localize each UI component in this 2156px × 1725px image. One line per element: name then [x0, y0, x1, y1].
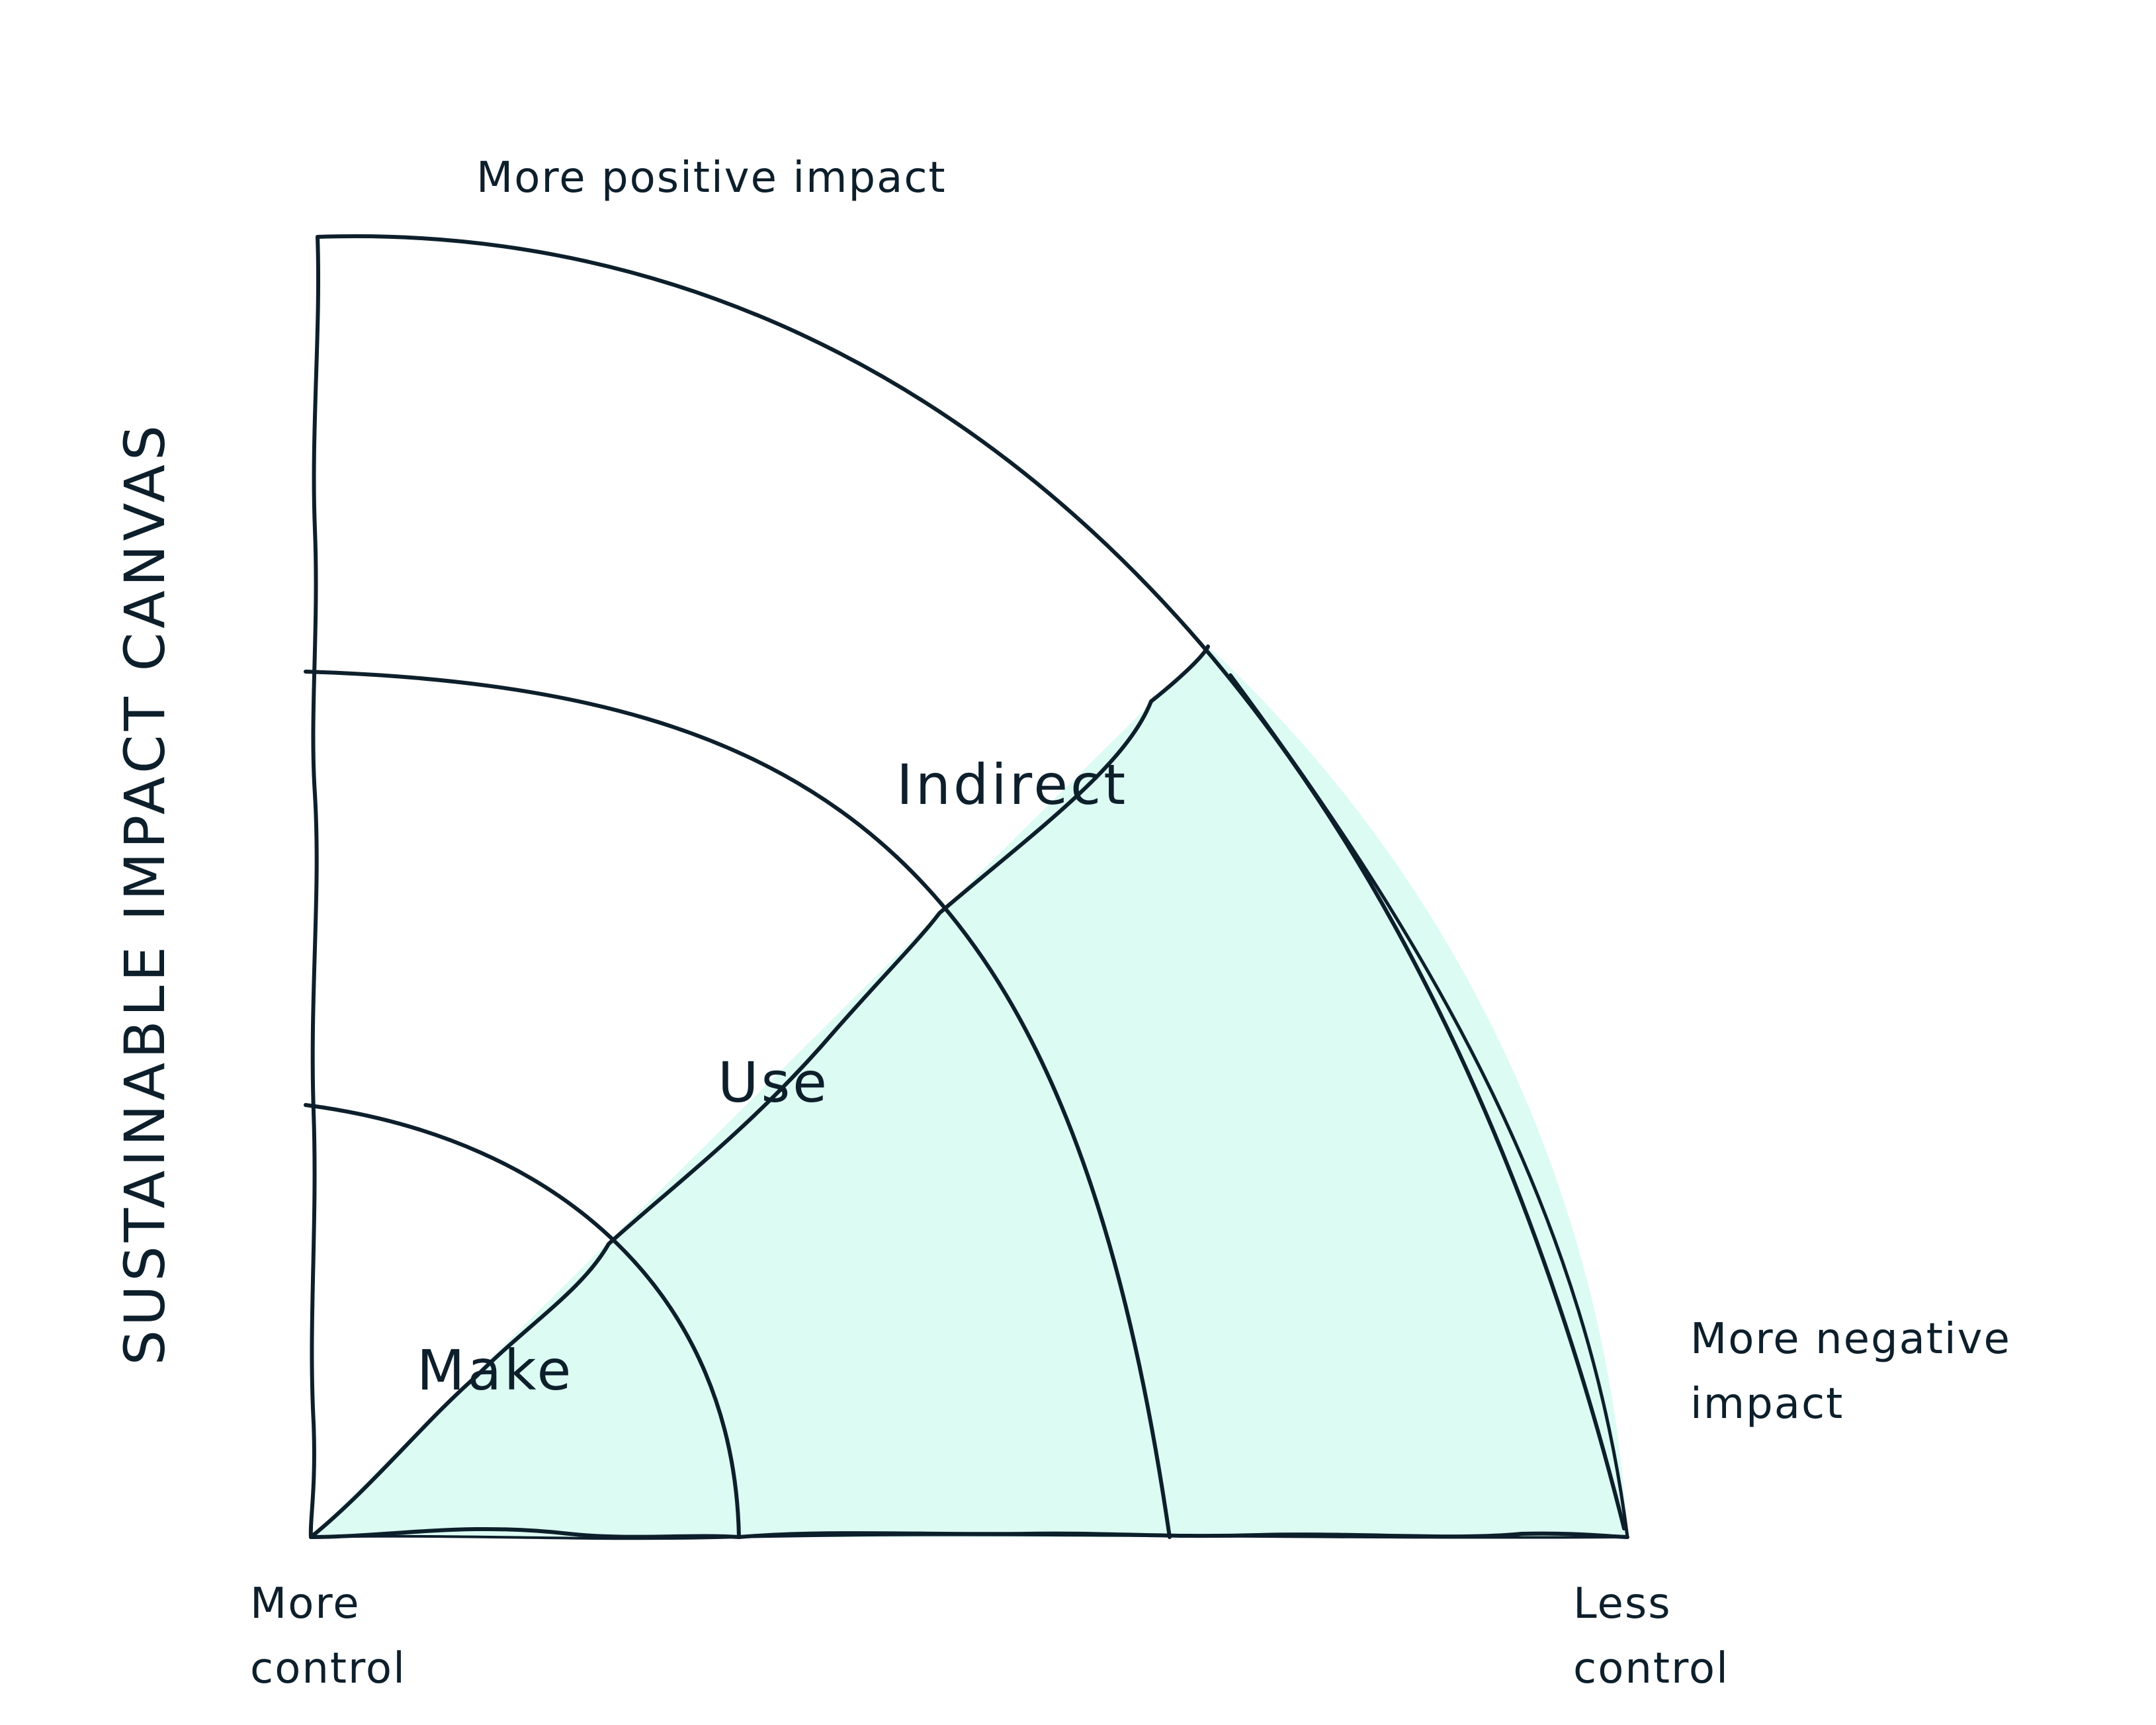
vertical-axis	[308, 235, 321, 1539]
less-control-label-line2: control	[1573, 1644, 1729, 1693]
zone-label-use: Use	[718, 1050, 830, 1115]
less-control-label-line1: Less	[1573, 1579, 1672, 1628]
zone-label-make: Make	[417, 1338, 574, 1403]
shaded-negative-region	[311, 646, 1627, 1537]
diagonal-divider	[309, 644, 1210, 1539]
zone-label-indirect: Indirect	[896, 752, 1128, 817]
middle-arc	[304, 670, 1172, 1539]
top-axis-label: More positive impact	[476, 154, 947, 202]
inner-arc	[304, 1103, 741, 1539]
right-axis-label-line2: impact	[1690, 1380, 1844, 1429]
right-axis-label-line1: More negative	[1690, 1315, 2011, 1364]
outer-arc-shadow	[1229, 673, 1629, 1539]
more-control-label-line2: control	[250, 1644, 406, 1693]
canvas-title: SUSTAINABLE IMPACT CANVAS	[112, 421, 177, 1366]
horizontal-axis-shadow	[310, 1533, 1629, 1540]
outer-arc	[316, 234, 1626, 1530]
more-control-label-line1: More	[250, 1579, 361, 1628]
